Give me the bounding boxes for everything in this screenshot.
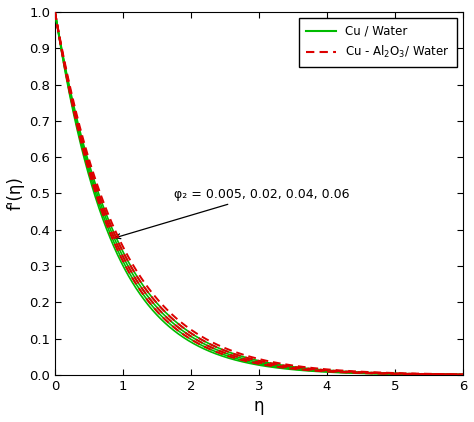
X-axis label: η: η xyxy=(254,397,264,415)
Y-axis label: f'(η): f'(η) xyxy=(7,176,25,211)
Text: φ₂ = 0.005, 0.02, 0.04, 0.06: φ₂ = 0.005, 0.02, 0.04, 0.06 xyxy=(115,188,349,239)
Legend: Cu / Water, Cu - Al$_2$O$_3$/ Water: Cu / Water, Cu - Al$_2$O$_3$/ Water xyxy=(299,18,457,67)
